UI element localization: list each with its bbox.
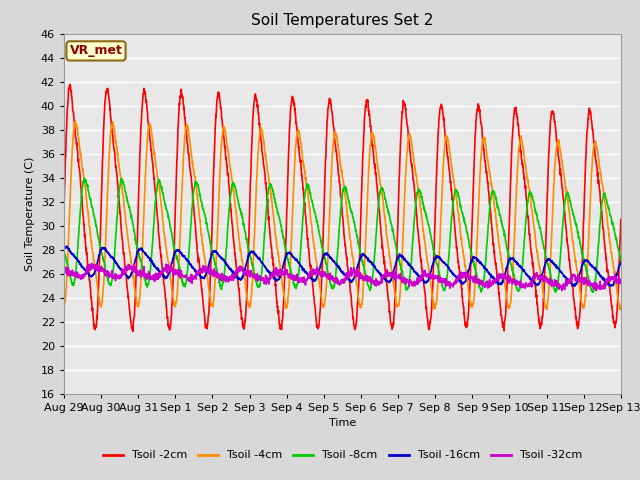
Tsoil -2cm xyxy=(601,244,609,250)
Line: Tsoil -8cm: Tsoil -8cm xyxy=(64,179,621,292)
Tsoil -32cm xyxy=(617,277,625,283)
Tsoil -32cm xyxy=(60,267,68,273)
Tsoil -2cm xyxy=(66,82,74,87)
Y-axis label: Soil Temperature (C): Soil Temperature (C) xyxy=(25,156,35,271)
Tsoil -32cm xyxy=(331,278,339,284)
Tsoil -32cm xyxy=(593,288,600,294)
Line: Tsoil -32cm: Tsoil -32cm xyxy=(64,264,621,291)
Tsoil -8cm xyxy=(601,191,609,196)
Tsoil -16cm xyxy=(602,278,609,284)
Tsoil -2cm xyxy=(602,247,609,253)
Tsoil -4cm xyxy=(617,305,625,311)
Tsoil -8cm xyxy=(60,248,68,253)
Tsoil -16cm xyxy=(316,264,324,269)
Tsoil -16cm xyxy=(331,260,339,266)
Tsoil -4cm xyxy=(316,287,324,292)
Tsoil -16cm xyxy=(499,279,506,285)
Tsoil -8cm xyxy=(499,224,506,230)
Tsoil -4cm xyxy=(616,307,624,312)
Tsoil -32cm xyxy=(316,269,324,275)
Tsoil -2cm xyxy=(129,328,136,334)
Tsoil -4cm xyxy=(499,267,506,273)
Line: Tsoil -16cm: Tsoil -16cm xyxy=(64,246,621,286)
Tsoil -32cm xyxy=(602,282,609,288)
Tsoil -32cm xyxy=(601,282,609,288)
Title: Soil Temperatures Set 2: Soil Temperatures Set 2 xyxy=(252,13,433,28)
Tsoil -32cm xyxy=(89,264,97,270)
Tsoil -8cm xyxy=(331,279,339,285)
Tsoil -32cm xyxy=(88,261,95,266)
Tsoil -4cm xyxy=(72,119,79,124)
Tsoil -2cm xyxy=(317,302,324,308)
Tsoil -2cm xyxy=(332,142,339,147)
Line: Tsoil -4cm: Tsoil -4cm xyxy=(64,121,621,310)
Tsoil -8cm xyxy=(589,289,597,295)
Tsoil -8cm xyxy=(89,205,97,211)
Tsoil -16cm xyxy=(617,259,625,265)
Tsoil -16cm xyxy=(601,278,609,284)
Legend: Tsoil -2cm, Tsoil -4cm, Tsoil -8cm, Tsoil -16cm, Tsoil -32cm: Tsoil -2cm, Tsoil -4cm, Tsoil -8cm, Tsoi… xyxy=(99,446,586,465)
Tsoil -8cm xyxy=(316,235,324,241)
Tsoil -16cm xyxy=(60,246,68,252)
Tsoil -16cm xyxy=(63,243,70,249)
Tsoil -2cm xyxy=(617,216,625,222)
Tsoil -4cm xyxy=(601,197,609,203)
Tsoil -2cm xyxy=(60,207,68,213)
Tsoil -8cm xyxy=(617,258,625,264)
Tsoil -16cm xyxy=(572,283,579,289)
X-axis label: Time: Time xyxy=(329,418,356,428)
Tsoil -4cm xyxy=(60,304,68,310)
Tsoil -2cm xyxy=(499,319,507,325)
Tsoil -2cm xyxy=(89,305,97,311)
Text: VR_met: VR_met xyxy=(70,44,122,58)
Line: Tsoil -2cm: Tsoil -2cm xyxy=(64,84,621,331)
Tsoil -4cm xyxy=(89,249,97,255)
Tsoil -8cm xyxy=(602,192,609,198)
Tsoil -4cm xyxy=(331,129,339,135)
Tsoil -16cm xyxy=(89,272,97,277)
Tsoil -32cm xyxy=(499,274,506,280)
Tsoil -4cm xyxy=(601,200,609,206)
Tsoil -8cm xyxy=(80,176,88,181)
